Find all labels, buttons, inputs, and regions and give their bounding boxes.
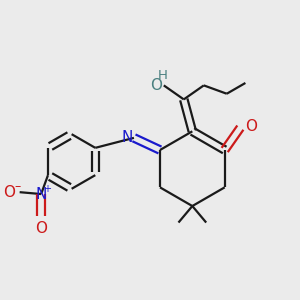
Text: N: N — [121, 130, 133, 145]
Text: O: O — [3, 185, 15, 200]
Text: N: N — [35, 187, 47, 202]
Text: O: O — [35, 221, 47, 236]
Text: +: + — [44, 184, 51, 194]
Text: H: H — [158, 69, 167, 82]
Text: –: – — [15, 181, 21, 194]
Text: O: O — [150, 78, 162, 93]
Text: O: O — [245, 119, 257, 134]
